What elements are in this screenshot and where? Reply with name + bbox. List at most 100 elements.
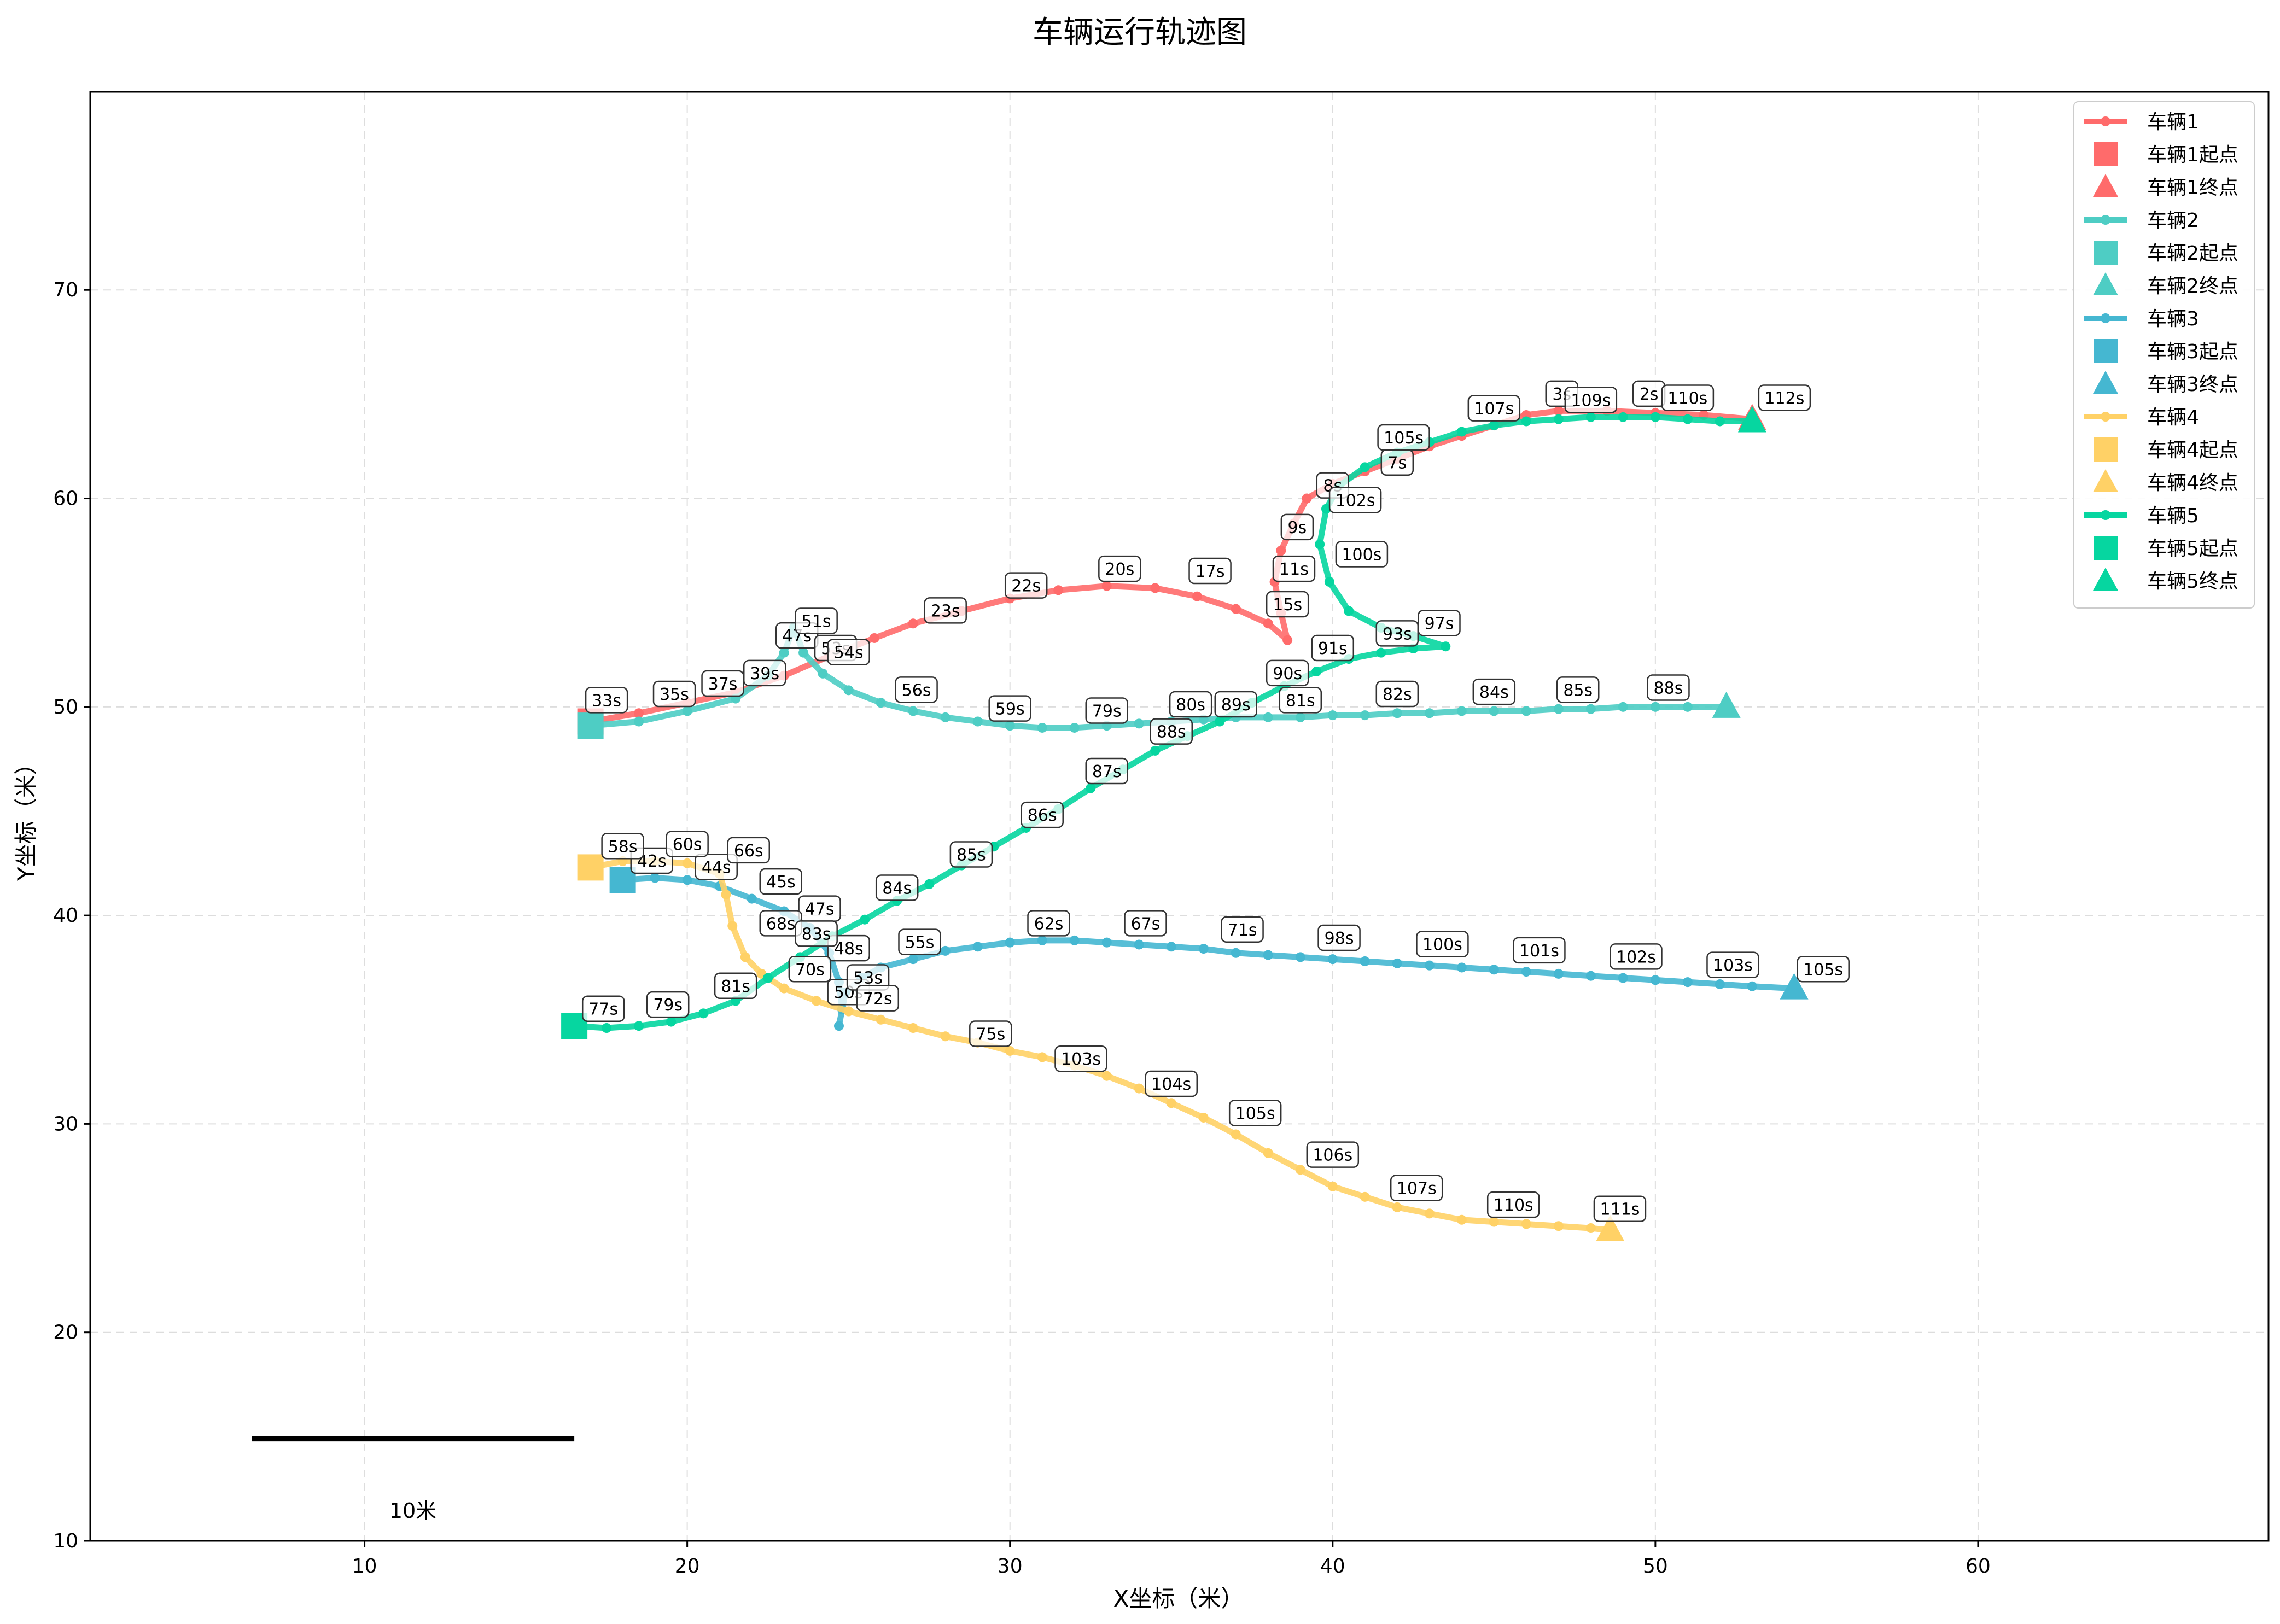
time-label: 89s	[1221, 696, 1251, 715]
time-label-box	[924, 597, 967, 624]
legend-triangle-swatch	[2093, 371, 2118, 394]
time-label: 37s	[708, 675, 738, 694]
data-point	[1005, 1045, 1015, 1056]
data-point	[1521, 1219, 1531, 1229]
time-label: 104s	[1151, 1075, 1191, 1094]
data-point	[1489, 706, 1499, 716]
data-point	[1231, 1129, 1241, 1140]
y-tick-label: 30	[53, 1113, 78, 1135]
legend-entry-label: 车辆5终点	[2147, 570, 2238, 593]
time-label: 93s	[1383, 624, 1412, 644]
legend-point-swatch	[2101, 510, 2110, 520]
time-label: 105s	[1384, 429, 1424, 448]
data-point	[1376, 647, 1386, 658]
data-point	[1321, 504, 1331, 514]
time-label: 106s	[1313, 1146, 1352, 1165]
data-point	[1053, 585, 1064, 595]
time-label-box	[875, 874, 919, 901]
legend-entry-label: 车辆4	[2147, 406, 2199, 429]
time-label-box	[1564, 387, 1618, 413]
time-label-box	[1027, 910, 1070, 937]
start-marker-vehicle-2	[577, 712, 604, 739]
legend-entry-label: 车辆4起点	[2147, 439, 2238, 462]
x-axis-label: X坐标（米）	[1113, 1585, 1244, 1612]
time-label-box	[714, 972, 757, 1000]
data-point	[763, 973, 773, 983]
time-label: 86s	[1028, 806, 1057, 825]
y-tick-label: 20	[53, 1322, 78, 1344]
time-label-box	[727, 837, 771, 864]
data-point	[869, 633, 879, 643]
data-point	[1101, 581, 1112, 591]
time-label-box	[1004, 572, 1048, 599]
time-label-box	[1228, 1100, 1282, 1126]
time-label: 82s	[1383, 685, 1412, 704]
time-label-box	[1647, 674, 1690, 701]
data-point	[1585, 412, 1596, 422]
data-point	[908, 954, 918, 965]
time-label: 107s	[1397, 1179, 1437, 1199]
data-point	[924, 879, 935, 889]
time-label: 71s	[1228, 921, 1257, 940]
data-point	[1585, 971, 1596, 981]
time-label: 103s	[1713, 956, 1753, 975]
time-label: 72s	[863, 990, 893, 1009]
time-label-box	[1758, 384, 1811, 411]
data-point	[1521, 967, 1531, 977]
data-point	[1553, 1221, 1564, 1231]
data-point	[1424, 960, 1435, 971]
data-point	[860, 914, 870, 925]
legend-box	[2073, 101, 2255, 609]
time-label: 67s	[1131, 914, 1161, 933]
legend-entry-label: 车辆2起点	[2147, 242, 2238, 265]
y-tick-label: 10	[53, 1530, 78, 1552]
time-label-box	[1377, 424, 1430, 451]
time-label: 100s	[1422, 935, 1462, 954]
time-label-box	[1556, 676, 1600, 703]
time-label-box	[827, 639, 870, 665]
time-label-box	[1279, 687, 1322, 714]
data-point	[1456, 1214, 1467, 1225]
series-line-vehicle-3	[620, 875, 1798, 1029]
time-label: 39s	[750, 664, 779, 684]
time-label: 85s	[1563, 681, 1593, 700]
data-point	[1360, 462, 1370, 472]
data-point	[1231, 948, 1241, 958]
time-label: 51s	[802, 612, 831, 631]
data-point	[818, 668, 828, 679]
time-label-box	[1280, 513, 1314, 541]
data-point	[833, 1021, 844, 1031]
start-marker-vehicle-4	[577, 854, 604, 881]
time-label-box	[1610, 943, 1663, 970]
data-point	[1166, 942, 1176, 952]
data-point	[1263, 712, 1273, 722]
time-label: 35s	[660, 685, 689, 704]
data-point	[1276, 545, 1286, 556]
data-point	[1424, 1208, 1435, 1219]
data-point	[1005, 937, 1015, 948]
axis-ticks: 10 20 30 40 50 60 10 20 30 40 50 60 70	[53, 279, 1991, 1578]
data-point	[1441, 641, 1451, 652]
legend-square-swatch	[2094, 241, 2118, 265]
data-point	[1198, 944, 1209, 954]
time-label: 11s	[1279, 560, 1309, 579]
data-point	[972, 942, 983, 952]
data-point	[1302, 493, 1312, 504]
legend-entry-label: 车辆3终点	[2147, 373, 2238, 396]
x-tick-label: 30	[998, 1555, 1023, 1578]
data-point	[1263, 618, 1273, 629]
data-point	[1295, 712, 1305, 722]
data-point	[1392, 958, 1402, 968]
time-label: 55s	[905, 933, 935, 953]
legend-entry-label: 车辆3	[2147, 308, 2199, 330]
legend-point-swatch	[2101, 215, 2110, 225]
legend-triangle-swatch	[2093, 272, 2118, 295]
time-label-box	[1145, 1070, 1198, 1097]
x-tick-label: 60	[1966, 1555, 1991, 1578]
time-label: 33s	[592, 691, 621, 710]
time-label: 102s	[1616, 948, 1656, 967]
data-point	[650, 873, 660, 883]
end-marker-vehicle-2	[1712, 691, 1741, 718]
